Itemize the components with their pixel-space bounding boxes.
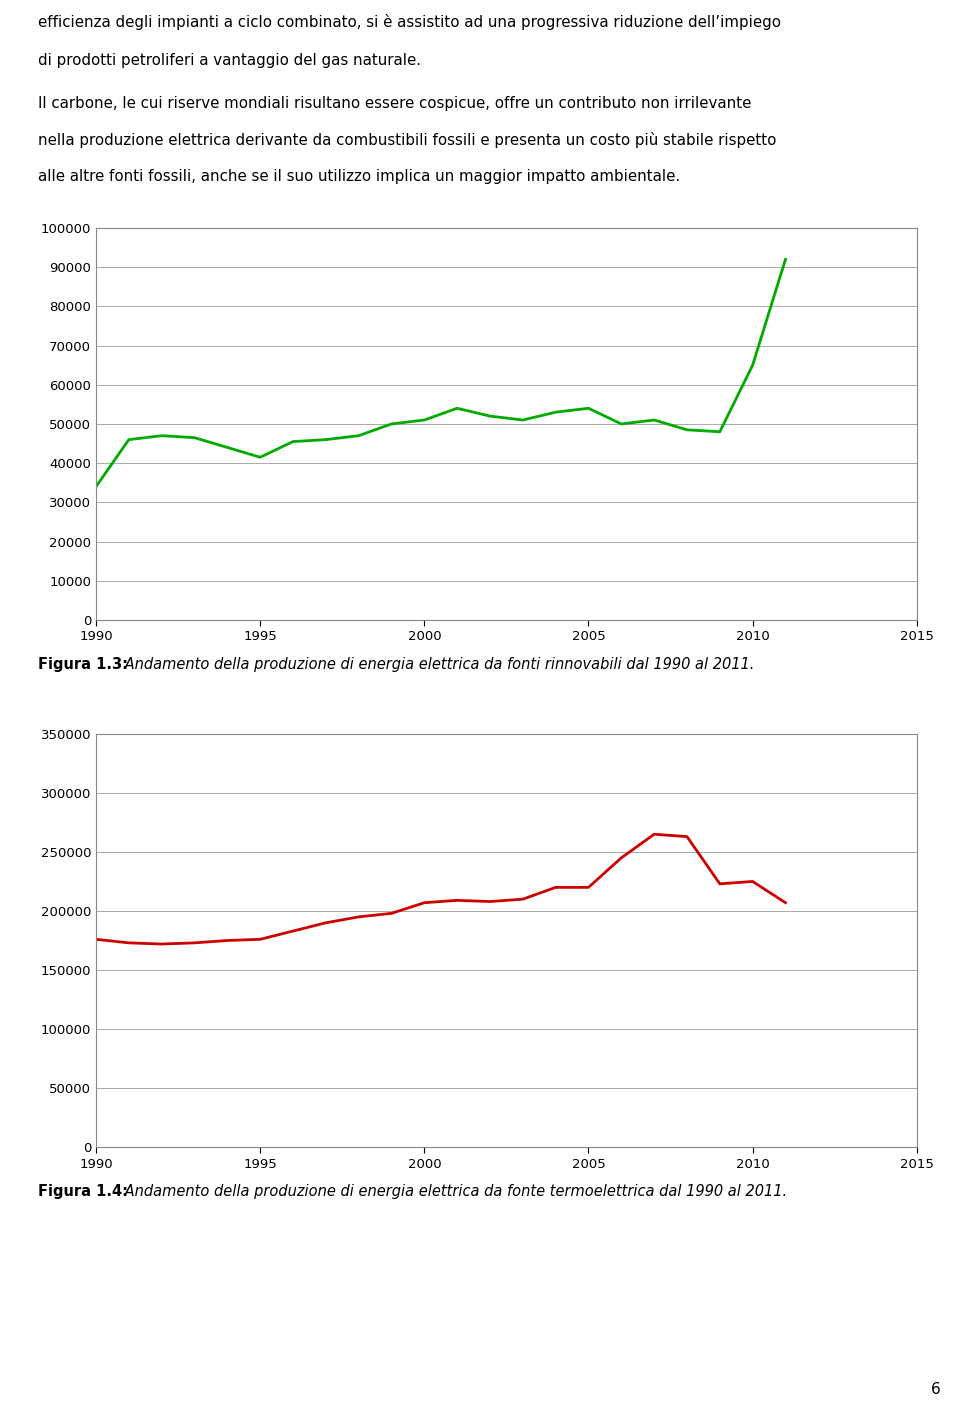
Text: alle altre fonti fossili, anche se il suo utilizzo implica un maggior impatto am: alle altre fonti fossili, anche se il su… [38,170,681,184]
Text: 6: 6 [931,1382,941,1396]
Text: efficienza degli impianti a ciclo combinato, si è assistito ad una progressiva r: efficienza degli impianti a ciclo combin… [38,14,781,30]
Text: Figura 1.4:: Figura 1.4: [38,1184,129,1198]
Text: Il carbone, le cui riserve mondiali risultano essere cospicue, offre un contribu: Il carbone, le cui riserve mondiali risu… [38,97,752,111]
Text: Figura 1.3:: Figura 1.3: [38,657,129,671]
Text: nella produzione elettrica derivante da combustibili fossili e presenta un costo: nella produzione elettrica derivante da … [38,133,777,148]
Text: Andamento della produzione di energia elettrica da fonte termoelettrica dal 1990: Andamento della produzione di energia el… [120,1184,787,1198]
Text: di prodotti petroliferi a vantaggio del gas naturale.: di prodotti petroliferi a vantaggio del … [38,54,421,68]
Text: Andamento della produzione di energia elettrica da fonti rinnovabili dal 1990 al: Andamento della produzione di energia el… [120,657,754,671]
